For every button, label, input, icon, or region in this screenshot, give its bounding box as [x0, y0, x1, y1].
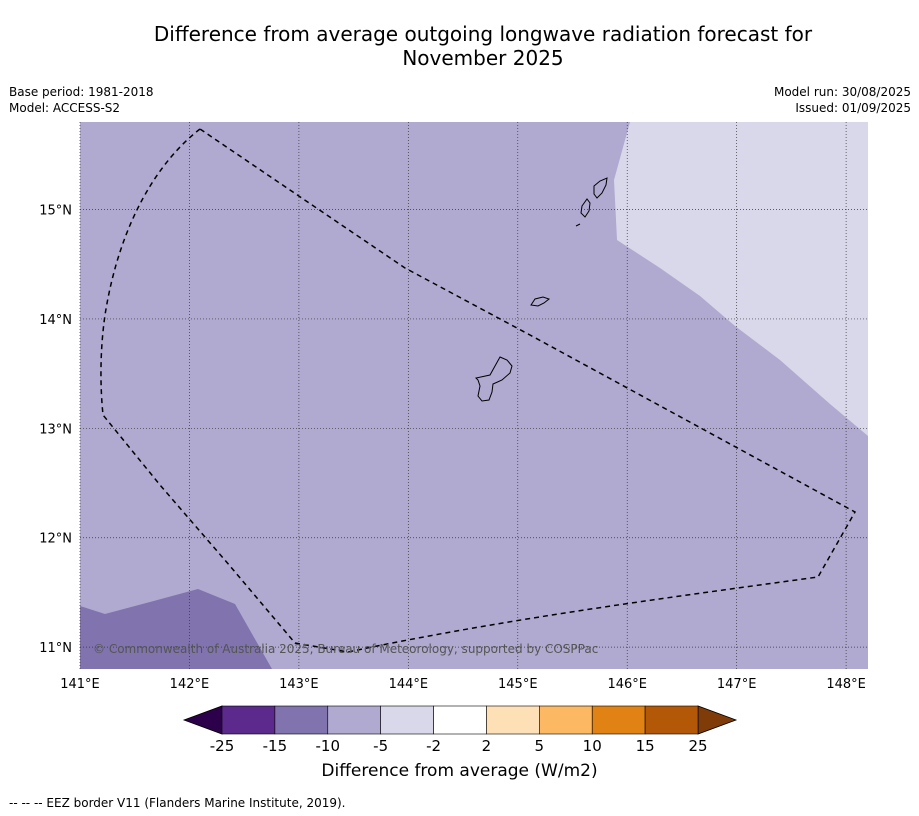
lon-tick-label: 147°E: [717, 677, 757, 692]
map-title: Difference from average outgoing longwav…: [153, 22, 813, 70]
footer-note: -- -- -- EEZ border V11 (Flanders Marine…: [9, 796, 346, 810]
colorbar-tick-label: -2: [426, 737, 441, 755]
colorbar-bin: [539, 705, 593, 735]
colorbar-bin: [274, 705, 329, 735]
saipan-island: [593, 177, 608, 199]
lon-tick-label: 143°E: [279, 677, 319, 692]
tinian-island: [580, 198, 591, 218]
colorbar-tick-labels: -25 -15 -10 -5 -2 2 5 10 15 25: [210, 737, 708, 755]
base-period: Base period: 1981-2018: [9, 85, 154, 99]
model-name: Model: ACCESS-S2: [9, 101, 121, 115]
colorbar-title: Difference from average (W/m2): [321, 761, 598, 781]
colorbar: [182, 705, 738, 735]
colorbar-tick-label: -15: [263, 737, 288, 755]
eez-border: [100, 128, 857, 653]
copyright-notice: © Commonwealth of Australia 2025, Bureau…: [93, 642, 598, 656]
colorbar-tick-label: 15: [636, 737, 655, 755]
colorbar-bin: [380, 705, 434, 735]
colorbar-bin: [486, 705, 540, 735]
issued-date: Issued: 01/09/2025: [795, 101, 911, 115]
lat-tick-label: 11°N: [39, 641, 72, 656]
guam-island: [474, 356, 513, 402]
lat-tick-label: 15°N: [39, 204, 72, 219]
lon-tick-label: 142°E: [170, 677, 210, 692]
meta-left: Base period: 1981-2018 Model: ACCESS-S2: [9, 84, 154, 116]
lat-tick-label: 12°N: [39, 532, 72, 547]
colorbar-bin: [221, 705, 276, 735]
aguijan-island: [575, 223, 581, 227]
rota-island: [530, 296, 551, 307]
colorbar-bin: [327, 705, 381, 735]
colorbar-tick-label: 10: [583, 737, 602, 755]
lon-tick-label: 148°E: [826, 677, 866, 692]
model-run: Model run: 30/08/2025: [773, 85, 911, 99]
colorbar-tick-label: 2: [482, 737, 492, 755]
colorbar-tick-label: 5: [535, 737, 545, 755]
lat-tick-label: 14°N: [39, 313, 72, 328]
lon-tick-label: 141°E: [60, 677, 100, 692]
graticule: [79, 122, 868, 669]
lon-tick-label: 146°E: [607, 677, 647, 692]
colorbar-bin: [644, 705, 699, 735]
colorbar-tick-label: -5: [373, 737, 388, 755]
meta-right: Model run: 30/08/2025 Issued: 01/09/2025: [774, 84, 911, 116]
colorbar-bin: [591, 705, 646, 735]
colorbar-tick-label: -25: [210, 737, 235, 755]
anomaly-region-minus15-minus10: [80, 589, 272, 669]
anomaly-region-minus5-minus2: [614, 122, 868, 436]
lon-tick-label: 144°E: [389, 677, 429, 692]
islands: [474, 177, 608, 402]
colorbar-over-arrow: [697, 705, 738, 735]
lon-tick-label: 145°E: [498, 677, 538, 692]
colorbar-under-arrow: [182, 705, 223, 735]
colorbar-tick-label: -10: [316, 737, 341, 755]
colorbar-bin: [433, 705, 487, 735]
lon-tick-labels: 141°E 142°E 143°E 144°E 145°E 146°E 147°E 148°E: [60, 677, 866, 692]
colorbar-tick-label: 25: [688, 737, 707, 755]
lat-tick-labels: 15°N 14°N 13°N 12°N 11°N: [39, 204, 72, 657]
lat-tick-label: 13°N: [39, 422, 72, 437]
